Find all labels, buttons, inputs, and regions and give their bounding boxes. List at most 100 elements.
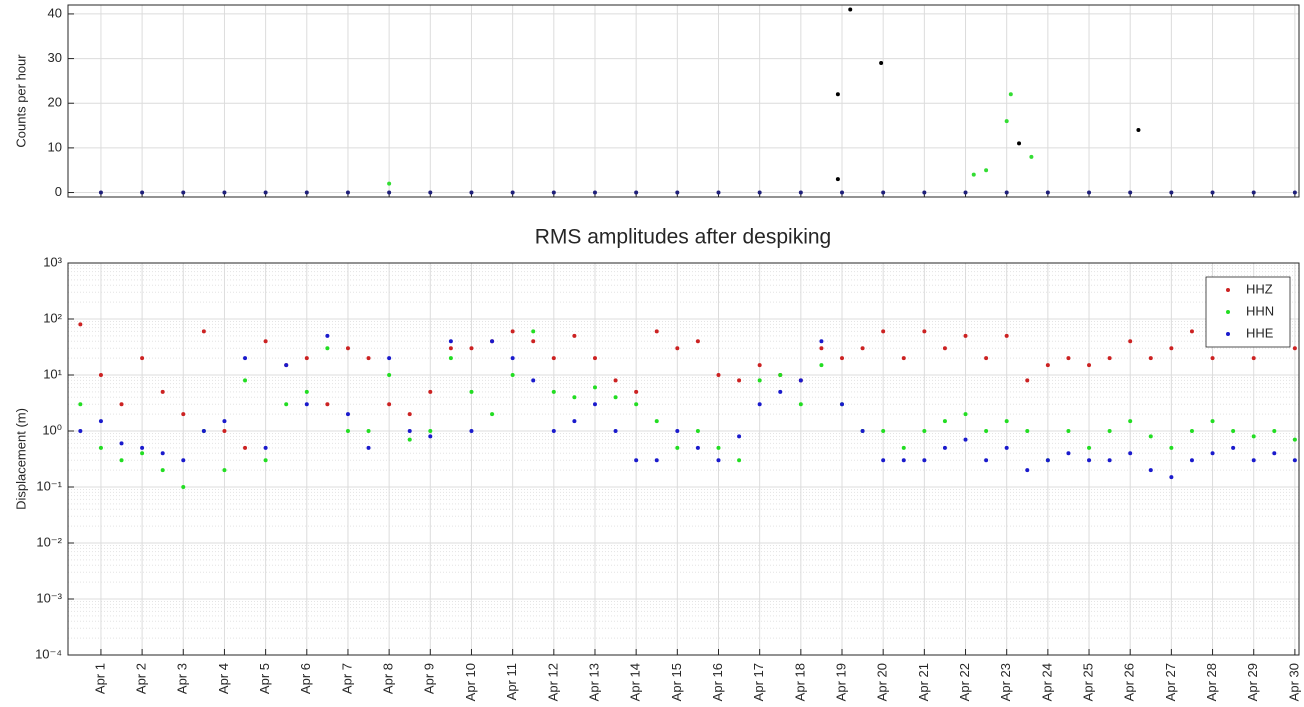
data-point <box>848 7 853 12</box>
data-point <box>1025 429 1030 433</box>
y-tick-label: 0 <box>55 184 62 199</box>
data-point <box>840 356 845 361</box>
y-tick-label: 40 <box>48 5 62 20</box>
data-point <box>798 190 803 195</box>
data-point <box>1251 356 1256 361</box>
x-tick-label: Apr 4 <box>216 663 231 694</box>
data-point <box>243 356 248 361</box>
data-point <box>140 451 145 456</box>
data-point <box>531 339 536 344</box>
data-point <box>1169 445 1174 450</box>
x-tick-label: Apr 7 <box>339 663 354 694</box>
data-point <box>737 434 742 439</box>
data-point <box>1210 419 1215 424</box>
x-tick-label: Apr 28 <box>1204 663 1219 701</box>
data-point <box>984 458 989 463</box>
data-point <box>922 329 927 334</box>
data-point <box>304 389 309 394</box>
y-tick-label: 10⁻³ <box>36 590 62 605</box>
data-point <box>448 356 453 361</box>
data-point <box>1025 378 1030 383</box>
x-tick-label: Apr 30 <box>1286 663 1301 701</box>
data-point <box>1045 363 1050 368</box>
plot-area <box>68 5 1299 197</box>
data-point <box>387 356 392 361</box>
data-point <box>181 485 186 489</box>
data-point <box>1292 346 1297 351</box>
x-tick-label: Apr 8 <box>381 663 396 694</box>
data-point <box>1210 190 1215 195</box>
data-point <box>366 356 371 361</box>
data-point <box>695 339 700 344</box>
data-point <box>984 168 989 173</box>
data-point <box>942 419 947 424</box>
data-point <box>181 190 186 195</box>
data-point <box>201 329 206 334</box>
data-point <box>1008 92 1013 97</box>
data-point <box>881 458 886 463</box>
data-point <box>757 190 762 195</box>
legend-label: HHE <box>1246 325 1274 340</box>
data-point <box>428 389 433 394</box>
data-point <box>222 429 227 433</box>
data-point <box>634 190 639 195</box>
x-tick-label: Apr 5 <box>257 663 272 694</box>
data-point <box>879 61 884 66</box>
y-tick-label: 10⁻² <box>36 534 62 549</box>
chart-title: RMS amplitudes after despiking <box>535 226 831 249</box>
y-tick-label: 20 <box>48 95 62 110</box>
x-tick-label: Apr 27 <box>1163 663 1178 701</box>
data-point <box>971 172 976 177</box>
data-point <box>366 445 371 450</box>
data-point <box>304 402 309 407</box>
data-point <box>1292 437 1297 442</box>
data-point <box>325 346 330 351</box>
data-point <box>634 389 639 394</box>
legend-marker <box>1226 332 1230 336</box>
data-point <box>675 346 680 351</box>
data-point <box>1087 458 1092 463</box>
data-point <box>835 92 840 97</box>
data-point <box>1251 434 1256 439</box>
data-point <box>160 468 165 473</box>
data-point <box>510 356 515 361</box>
data-point <box>1066 451 1071 456</box>
data-point <box>963 412 968 417</box>
data-point <box>387 190 392 195</box>
data-point <box>1087 363 1092 368</box>
x-tick-label: Apr 25 <box>1080 663 1095 701</box>
data-point <box>345 429 350 433</box>
data-point <box>1272 451 1277 456</box>
data-point <box>448 339 453 344</box>
data-point <box>304 190 309 195</box>
x-tick-label: Apr 15 <box>669 663 684 701</box>
data-point <box>922 190 927 195</box>
x-tick-label: Apr 6 <box>298 663 313 694</box>
data-point <box>675 429 680 433</box>
data-point <box>572 395 577 400</box>
data-point <box>778 373 783 377</box>
x-tick-label: Apr 18 <box>792 663 807 701</box>
axes-box <box>67 262 1300 656</box>
data-point <box>1148 356 1153 361</box>
data-point <box>243 445 248 450</box>
data-point <box>1045 458 1050 463</box>
data-point <box>325 402 330 407</box>
data-point <box>1210 451 1215 456</box>
data-point <box>222 419 227 424</box>
data-point <box>654 419 659 424</box>
y-tick-label: 10 <box>48 139 62 154</box>
data-point <box>613 378 618 383</box>
data-point <box>716 373 721 377</box>
data-point <box>984 429 989 433</box>
data-point <box>819 346 824 351</box>
data-point <box>716 190 721 195</box>
data-point <box>407 429 412 433</box>
y-tick-label: 30 <box>48 50 62 65</box>
data-point <box>531 378 536 383</box>
data-point <box>1107 429 1112 433</box>
data-point <box>510 190 515 195</box>
data-point <box>1066 429 1071 433</box>
x-tick-label: Apr 22 <box>957 663 972 701</box>
